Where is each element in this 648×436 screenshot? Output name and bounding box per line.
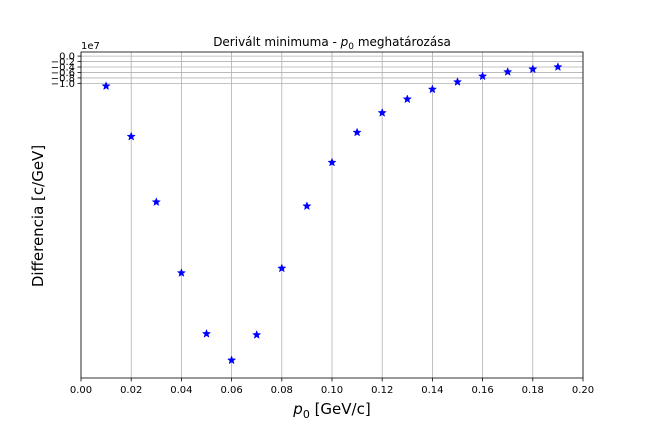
x-tick-label: 0.02 [120, 385, 142, 396]
data-point [151, 197, 161, 207]
data-point [252, 330, 262, 339]
data-point [377, 107, 387, 117]
x-tick-label: 0.18 [522, 385, 544, 396]
y-tick-label: −0.4 [51, 63, 75, 74]
x-tick-label: 0.20 [572, 385, 594, 396]
y-tick-label: −0.2 [51, 57, 75, 68]
y-tick-label: −0.6 [51, 68, 75, 79]
data-point [477, 71, 488, 81]
y-tick-label: 0.0 [59, 52, 75, 63]
x-tick-label: 0.12 [371, 385, 393, 396]
x-tick-label: 0.04 [170, 385, 192, 396]
data-point [553, 62, 563, 71]
y-tick-label: −1.0 [51, 79, 75, 90]
data-point [101, 81, 111, 91]
x-tick-label: 0.06 [220, 385, 242, 396]
data-point [226, 355, 237, 365]
data-point [277, 263, 287, 273]
data-point [327, 157, 337, 167]
data-point [126, 131, 136, 141]
x-tick-label: 0.08 [271, 385, 293, 396]
x-tick-label: 0.00 [70, 385, 92, 396]
data-points [101, 62, 563, 365]
data-point [427, 84, 438, 94]
data-point [176, 268, 187, 277]
chart-title: Derivált minimuma - p0 meghatározása [213, 35, 451, 52]
data-point [402, 94, 412, 104]
data-point [528, 64, 538, 74]
y-tick-label: −0.8 [51, 73, 75, 84]
x-axis-label: p0 [GeV/c] [292, 400, 370, 421]
x-tick-label: 0.14 [421, 385, 443, 396]
x-tick-label: 0.10 [321, 385, 343, 396]
data-point [302, 201, 312, 211]
axes: 0.00 0.02 0.04 0.06 0.08 0.10 0.12 0.14 0.16 0.18… [51, 52, 594, 396]
y-offset-text: 1e7 [81, 41, 100, 52]
data-point [201, 328, 212, 338]
y-axis-label: Differencia [c/GeV] [29, 145, 47, 287]
data-point [503, 67, 513, 76]
data-point [352, 127, 362, 137]
data-point [452, 77, 463, 86]
plot-frame [80, 51, 584, 379]
x-tick-label: 0.16 [471, 385, 493, 396]
chart-text: Derivált minimuma - p0 meghatározása p0 … [29, 35, 451, 421]
